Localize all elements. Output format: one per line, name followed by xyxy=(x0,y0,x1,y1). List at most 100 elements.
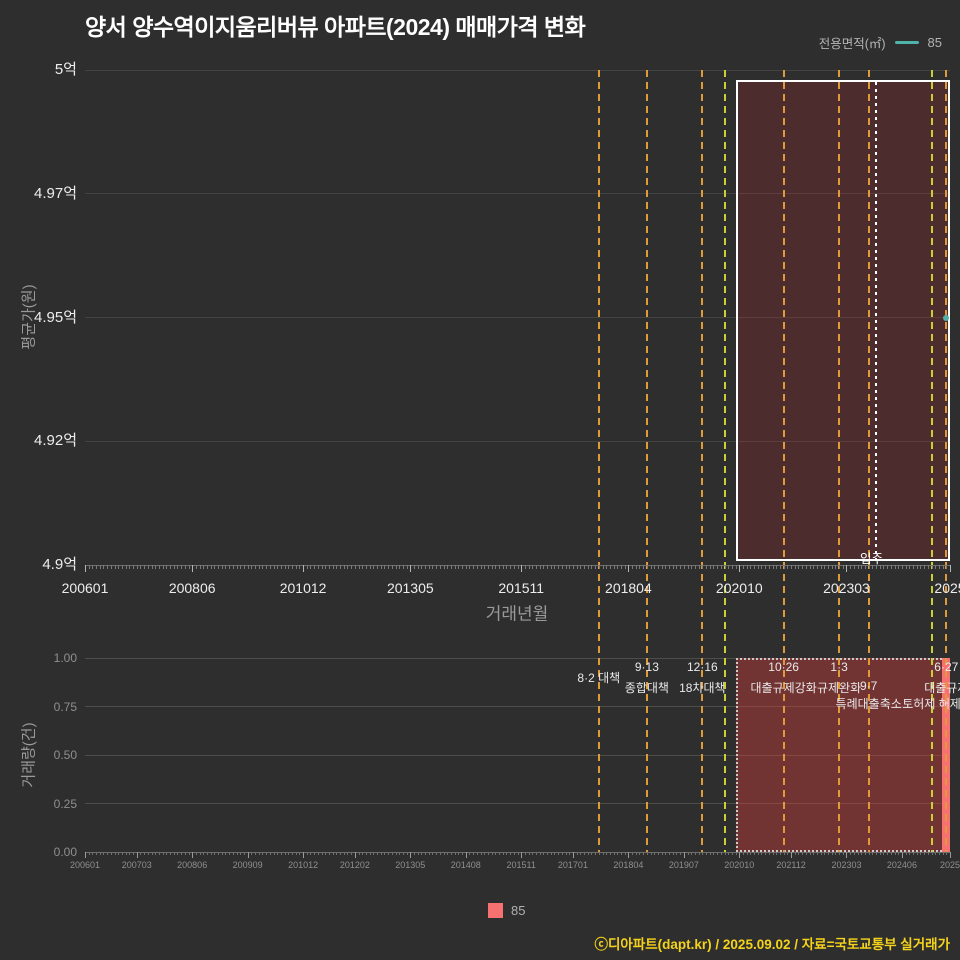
volume-x-tick xyxy=(280,852,282,855)
price-x-tick xyxy=(144,565,146,569)
price-x-tick xyxy=(458,565,460,569)
price-x-tick xyxy=(646,565,648,569)
volume-xtick-label: 200909 xyxy=(232,860,263,870)
price-x-tick xyxy=(118,565,120,569)
policy-event-label: 토허제 해제 xyxy=(902,697,960,711)
volume-x-tick xyxy=(713,852,715,855)
price-x-tick xyxy=(572,565,574,569)
volume-x-tick xyxy=(524,852,526,855)
price-x-tick xyxy=(717,565,719,569)
volume-x-tick xyxy=(824,852,826,855)
volume-x-tick xyxy=(735,852,737,855)
policy-event-label: 9·7 xyxy=(860,679,878,693)
volume-x-tick xyxy=(240,852,242,855)
price-x-tick xyxy=(776,565,778,569)
price-x-tick xyxy=(532,565,534,569)
volume-x-tick xyxy=(905,852,907,855)
price-x-tick xyxy=(839,565,841,569)
price-xtick-label: 2025 xyxy=(934,580,960,596)
volume-x-tick xyxy=(680,852,682,855)
price-x-tick xyxy=(624,565,626,569)
price-x-tick xyxy=(273,565,275,569)
volume-xtick-label: 201408 xyxy=(450,860,481,870)
volume-x-tick xyxy=(609,852,611,855)
price-x-tick xyxy=(669,565,671,569)
price-ytick-label: 4.97억 xyxy=(34,184,77,202)
price-x-tick xyxy=(99,565,101,569)
price-x-tick xyxy=(358,565,360,569)
volume-x-tick xyxy=(221,852,223,855)
price-x-tick xyxy=(173,565,175,569)
policy-event-label: 특례대출축소 xyxy=(835,697,902,711)
volume-x-tick xyxy=(247,852,249,858)
policy-event-line xyxy=(597,70,600,852)
price-x-tick xyxy=(820,565,822,569)
price-x-tick xyxy=(584,565,586,569)
price-x-tick xyxy=(343,565,345,569)
footer-credit: ⓒ디아파트(dapt.kr) / 2025.09.02 / 자료=국토교통부 실… xyxy=(594,937,950,952)
volume-x-tick xyxy=(783,852,785,855)
volume-x-tick xyxy=(820,852,822,855)
price-x-tick xyxy=(310,565,312,569)
price-x-tick xyxy=(517,565,519,569)
volume-x-tick xyxy=(225,852,227,855)
volume-x-tick xyxy=(554,852,556,855)
policy-event-label: 대출규제강화 xyxy=(750,681,817,695)
volume-x-tick xyxy=(572,852,574,858)
price-x-tick xyxy=(421,565,423,569)
price-x-tick xyxy=(462,565,464,569)
volume-x-tick xyxy=(402,852,404,855)
policy-event-line xyxy=(701,70,704,852)
price-x-tick xyxy=(916,565,918,569)
price-x-tick xyxy=(495,565,497,569)
volume-x-tick xyxy=(628,852,630,858)
price-gridline xyxy=(85,317,950,318)
volume-xtick-label: 201511 xyxy=(506,860,536,870)
price-xtick-label: 202010 xyxy=(715,580,763,596)
volume-x-tick xyxy=(406,852,408,855)
price-x-tick xyxy=(114,565,116,569)
price-x-tick xyxy=(591,565,593,569)
volume-x-tick xyxy=(144,852,146,855)
volume-x-tick xyxy=(894,852,896,855)
price-x-tick xyxy=(580,565,582,569)
volume-x-tick xyxy=(269,852,271,855)
volume-x-tick xyxy=(487,852,489,855)
volume-x-tick xyxy=(901,852,903,858)
volume-x-tick xyxy=(484,852,486,855)
volume-x-tick xyxy=(580,852,582,855)
volume-x-tick xyxy=(354,852,356,858)
price-x-tick xyxy=(384,565,386,569)
price-x-tick xyxy=(269,565,271,569)
price-x-tick xyxy=(258,565,260,569)
volume-ytick-label: 1.00 xyxy=(53,651,77,665)
volume-x-tick xyxy=(661,852,663,855)
price-x-tick xyxy=(569,565,571,569)
volume-x-tick xyxy=(598,852,600,855)
volume-x-tick xyxy=(864,852,866,855)
price-x-tick xyxy=(802,565,804,569)
volume-x-tick xyxy=(199,852,201,855)
volume-x-tick xyxy=(776,852,778,855)
price-x-tick xyxy=(728,565,730,569)
volume-x-tick xyxy=(853,852,855,855)
volume-x-tick xyxy=(184,852,186,855)
volume-x-tick xyxy=(410,852,412,858)
volume-x-tick xyxy=(421,852,423,855)
price-x-tick xyxy=(561,565,563,569)
policy-event-line xyxy=(867,70,870,852)
volume-x-tick xyxy=(639,852,641,855)
price-x-tick xyxy=(691,565,693,569)
volume-x-tick xyxy=(613,852,615,855)
volume-x-tick xyxy=(720,852,722,855)
price-x-tick xyxy=(905,565,907,569)
price-x-tick xyxy=(332,565,334,569)
volume-x-tick xyxy=(558,852,560,855)
volume-x-tick xyxy=(920,852,922,855)
price-x-tick xyxy=(661,565,663,569)
volume-x-tick xyxy=(569,852,571,855)
price-x-tick xyxy=(746,565,748,569)
price-x-tick xyxy=(765,565,767,569)
price-x-tick xyxy=(502,565,504,569)
volume-x-tick xyxy=(561,852,563,855)
